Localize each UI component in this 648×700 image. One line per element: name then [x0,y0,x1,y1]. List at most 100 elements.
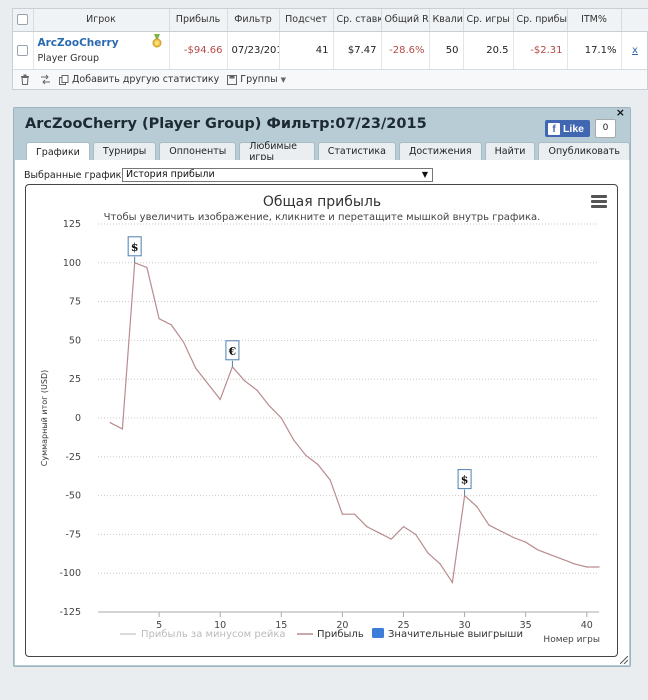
chart-legend: Прибыль за минусом рейка Прибыль Значитель… [120,628,523,640]
chart-select-value: История прибыли [126,169,215,180]
big-win-flag-2: $ [457,469,472,496]
select-all-header[interactable] [13,9,34,32]
tab-search[interactable]: Найти [484,142,536,160]
y-tick-label-2: 75 [69,297,81,308]
avg-stake-value: $7.47 [333,31,382,69]
column-header-player[interactable]: Игрок [33,9,170,32]
profit-point-32 [500,530,502,532]
profit-point-31 [488,524,490,526]
tab-charts[interactable]: Графики [26,142,90,161]
profit-point-17 [317,463,319,466]
column-header-roi[interactable]: Общий ROI [381,9,430,32]
profit-point-30 [476,505,478,508]
groups-label: Группы [240,74,278,85]
filter-value: 07/23/2015 [227,31,280,69]
profit-chart[interactable]: Общая прибыль Чтобы увеличить изображение… [25,184,618,657]
resize-grip-icon[interactable] [620,656,628,664]
column-header-avg-profit[interactable]: Ср. прибыль [513,9,568,32]
player-summary-panel: Игрок Прибыль Фильтр Подсчет Ср. ставка … [12,8,648,90]
profit-chart-svg[interactable]: Общая прибыль Чтобы увеличить изображение… [26,185,617,656]
facebook-like-button[interactable]: f Like [545,120,590,137]
select-all-checkbox[interactable] [17,14,29,26]
table-row: ArcZooCherry Player Group -$94.66 07/23/… [13,31,648,69]
panel-tabs: Графики Турниры Оппоненты Любимые игры С… [26,141,630,163]
legend-symbol-big-wins [372,628,384,638]
tab-opponents[interactable]: Оппоненты [159,142,237,160]
facebook-like-label: Like [563,122,585,135]
big-win-flag-label-0: $ [131,241,139,254]
close-icon[interactable]: × [615,106,625,119]
chart-menu-icon[interactable] [591,195,607,208]
x-tick-label-2: 15 [275,620,287,631]
table-header-row: Игрок Прибыль Фильтр Подсчет Ср. ставка … [13,9,648,32]
column-header-profit[interactable]: Прибыль [169,9,228,32]
groups-dropdown[interactable]: Группы ▼ [227,74,286,85]
profit-point-11 [244,380,246,382]
big-win-flag-1: € [225,340,240,367]
x-tick-label-4: 25 [397,620,409,631]
tab-favorite-games[interactable]: Любимые игры [239,141,315,163]
player-name-link[interactable]: ArcZooCherry [37,36,119,49]
remove-player-link[interactable]: x [621,31,648,69]
profit-point-4 [158,318,160,320]
profit-point-9 [219,398,221,400]
profit-point-6 [182,341,185,343]
column-header-quali[interactable]: Квали [429,9,464,32]
roi-value: -28.6% [381,31,430,69]
add-stats-button[interactable]: Добавить другую статистику [59,74,219,85]
x-tick-label-1: 10 [214,620,226,631]
chevron-down-icon: ▼ [280,75,287,84]
profit-point-8 [207,383,209,385]
chevron-down-icon: ▼ [421,170,428,179]
big-win-flag-label-2: $ [461,474,469,487]
profit-point-28 [451,581,453,584]
profit-point-12 [256,389,258,391]
profit-point-5 [170,324,172,326]
profit-point-22 [378,532,380,534]
player-summary-table: Игрок Прибыль Фильтр Подсчет Ср. ставка … [13,9,648,69]
profit-point-21 [366,526,368,528]
charts-tab-content: Выбранные графики: История прибыли ▼ Общ… [15,160,629,665]
column-header-avg-games[interactable]: Ср. игры [463,9,514,32]
column-header-count[interactable]: Подсчет [279,9,334,32]
column-header-avg-stake[interactable]: Ср. ставка [333,9,382,32]
big-win-flag-box-0 [127,236,142,257]
profit-point-25 [415,533,417,535]
big-win-flag-0: $ [127,236,142,263]
profit-point-18 [329,479,331,481]
profit-point-14 [280,417,282,419]
y-tick-label-1: 100 [63,258,81,269]
panel-title: ArcZooCherry (Player Group) Фильтр:07/23… [25,116,427,132]
tab-statistics[interactable]: Статистика [317,142,396,160]
copy-icon [59,74,69,85]
profit-point-19 [341,513,343,515]
column-header-filter[interactable]: Фильтр [227,9,280,32]
compare-arrows-icon[interactable] [39,74,51,86]
x-axis-label: Номер игры [543,635,600,645]
avg-games-value: 20.5 [463,31,514,69]
facebook-icon: f [548,122,560,135]
x-tick-label-0: 5 [156,620,162,631]
row-checkbox-cell[interactable] [13,31,34,69]
tab-achievements[interactable]: Достижения [398,142,482,160]
x-tick-label-3: 20 [336,620,348,631]
y-axis-label: Суммарный итог (USD) [40,370,49,467]
profit-point-33 [512,536,515,539]
big-win-flag-box-1 [225,340,240,361]
player-detail-panel: ArcZooCherry (Player Group) Фильтр:07/23… [13,106,631,667]
row-checkbox[interactable] [17,44,29,56]
trash-icon[interactable] [19,74,31,86]
chart-title: Общая прибыль [263,194,381,210]
y-tick-label-8: -75 [65,529,81,540]
chart-select[interactable]: История прибыли ▼ [122,168,433,182]
facebook-like-count: 0 [595,119,616,138]
y-tick-label-4: 25 [69,374,81,385]
profit-point-13 [268,404,270,407]
x-tick-label-7: 40 [581,620,593,631]
tab-publish[interactable]: Опубликовать [538,142,630,160]
tab-tournaments[interactable]: Турниры [92,142,157,160]
column-header-itm[interactable]: ITM% [567,9,622,32]
count-value: 41 [279,31,334,69]
y-tick-label-6: -25 [65,452,81,463]
profit-point-38 [573,563,576,565]
